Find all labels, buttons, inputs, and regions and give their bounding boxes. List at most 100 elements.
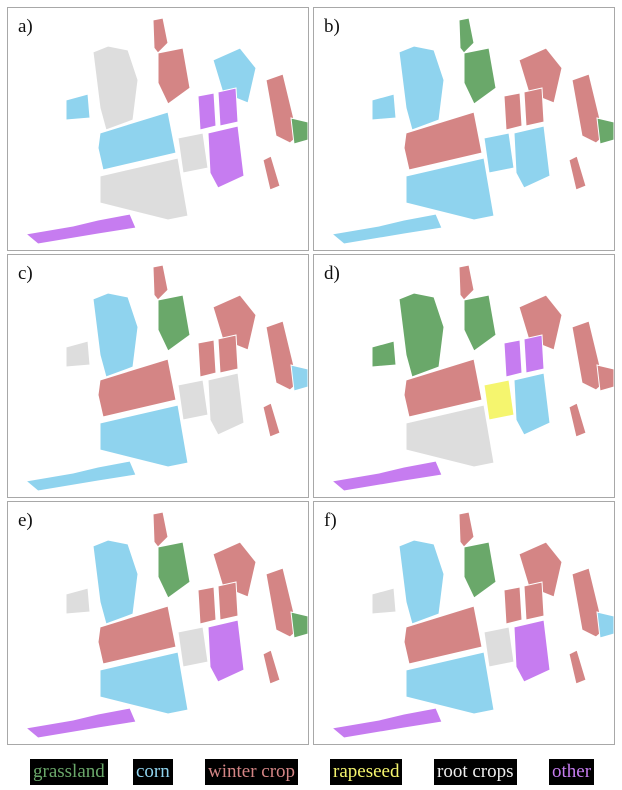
panel-label-e: e) bbox=[18, 510, 33, 531]
panel-label-b: b) bbox=[324, 16, 340, 37]
field-east-small bbox=[262, 649, 281, 685]
field-purple-block bbox=[207, 372, 245, 436]
field-map-c bbox=[24, 264, 308, 492]
field-north-narrow bbox=[152, 17, 169, 54]
field-center-wide bbox=[97, 111, 177, 171]
field-map-d bbox=[330, 264, 614, 492]
field-south-strip bbox=[330, 707, 443, 739]
field-center-small bbox=[483, 626, 515, 668]
field-big-west bbox=[92, 45, 139, 131]
field-south-large bbox=[405, 651, 495, 715]
field-center-wide bbox=[97, 605, 177, 665]
field-south-strip bbox=[330, 213, 443, 245]
field-purple-block bbox=[207, 619, 245, 683]
panel-c: c) bbox=[7, 254, 309, 498]
field-north-block bbox=[463, 294, 497, 352]
field-big-west bbox=[398, 45, 445, 131]
field-center-small bbox=[177, 379, 209, 421]
field-north-narrow bbox=[458, 17, 475, 54]
panel-b: b) bbox=[313, 7, 615, 251]
field-north-block bbox=[157, 47, 191, 105]
field-center-small bbox=[177, 132, 209, 174]
field-center-pair-b bbox=[217, 581, 239, 621]
panel-f: f) bbox=[313, 501, 615, 745]
field-east-edge bbox=[596, 611, 614, 639]
field-north-narrow bbox=[458, 511, 475, 548]
legend-rapeseed: rapeseed bbox=[330, 759, 403, 785]
field-center-wide bbox=[403, 605, 483, 665]
field-sky-block bbox=[212, 541, 257, 598]
field-center-pair-b bbox=[523, 334, 545, 374]
field-east-small bbox=[568, 155, 587, 191]
field-center-pair-a bbox=[503, 92, 523, 131]
legend-corn: corn bbox=[133, 759, 173, 785]
panel-label-d: d) bbox=[324, 263, 340, 284]
field-south-strip bbox=[24, 707, 137, 739]
field-east-edge bbox=[290, 364, 308, 392]
field-center-pair-b bbox=[217, 87, 239, 127]
field-big-west bbox=[92, 292, 139, 378]
field-sky-block bbox=[212, 47, 257, 104]
field-sky-block bbox=[212, 294, 257, 351]
panel-grid: a) b) c) d) e) f) bbox=[7, 7, 615, 745]
field-big-west bbox=[398, 539, 445, 625]
field-east-small bbox=[262, 402, 281, 438]
field-sky-block bbox=[518, 47, 563, 104]
field-center-pair-a bbox=[197, 92, 217, 131]
field-north-narrow bbox=[458, 264, 475, 301]
field-left-strip bbox=[371, 587, 397, 615]
field-big-west bbox=[398, 292, 445, 378]
field-purple-block bbox=[513, 619, 551, 683]
field-south-large bbox=[99, 404, 189, 468]
field-center-wide bbox=[403, 358, 483, 418]
field-center-pair-b bbox=[523, 581, 545, 621]
field-center-small bbox=[177, 626, 209, 668]
field-north-block bbox=[463, 47, 497, 105]
field-north-narrow bbox=[152, 511, 169, 548]
field-north-narrow bbox=[152, 264, 169, 301]
field-center-pair-a bbox=[503, 339, 523, 378]
legend: grassland corn winter crop rapeseed root… bbox=[30, 759, 610, 787]
field-south-large bbox=[405, 157, 495, 221]
field-east-edge bbox=[290, 611, 308, 639]
legend-root-crops: root crops bbox=[434, 759, 517, 785]
field-purple-block bbox=[207, 125, 245, 189]
field-east-edge bbox=[596, 364, 614, 392]
field-center-pair-b bbox=[523, 87, 545, 127]
field-left-strip bbox=[65, 93, 91, 121]
field-south-large bbox=[99, 651, 189, 715]
panel-label-a: a) bbox=[18, 16, 33, 37]
field-left-strip bbox=[371, 93, 397, 121]
field-sky-block bbox=[518, 541, 563, 598]
field-sky-block bbox=[518, 294, 563, 351]
field-east-edge bbox=[596, 117, 614, 145]
field-map-b bbox=[330, 17, 614, 245]
panel-d: d) bbox=[313, 254, 615, 498]
field-east-small bbox=[568, 649, 587, 685]
field-center-wide bbox=[403, 111, 483, 171]
field-left-strip bbox=[65, 340, 91, 368]
panel-label-c: c) bbox=[18, 263, 33, 284]
field-map-f bbox=[330, 511, 614, 739]
field-purple-block bbox=[513, 125, 551, 189]
field-left-strip bbox=[371, 340, 397, 368]
field-south-large bbox=[405, 404, 495, 468]
field-left-strip bbox=[65, 587, 91, 615]
field-south-strip bbox=[24, 213, 137, 245]
field-center-pair-a bbox=[197, 339, 217, 378]
field-north-block bbox=[157, 541, 191, 599]
field-center-small bbox=[483, 379, 515, 421]
field-big-west bbox=[92, 539, 139, 625]
field-map-a bbox=[24, 17, 308, 245]
field-center-wide bbox=[97, 358, 177, 418]
legend-other: other bbox=[549, 759, 595, 785]
field-center-pair-a bbox=[197, 586, 217, 625]
field-east-edge bbox=[290, 117, 308, 145]
field-purple-block bbox=[513, 372, 551, 436]
field-east-small bbox=[262, 155, 281, 191]
field-north-block bbox=[157, 294, 191, 352]
panel-a: a) bbox=[7, 7, 309, 251]
field-north-block bbox=[463, 541, 497, 599]
panel-e: e) bbox=[7, 501, 309, 745]
legend-winter-crop: winter crop bbox=[205, 759, 299, 785]
